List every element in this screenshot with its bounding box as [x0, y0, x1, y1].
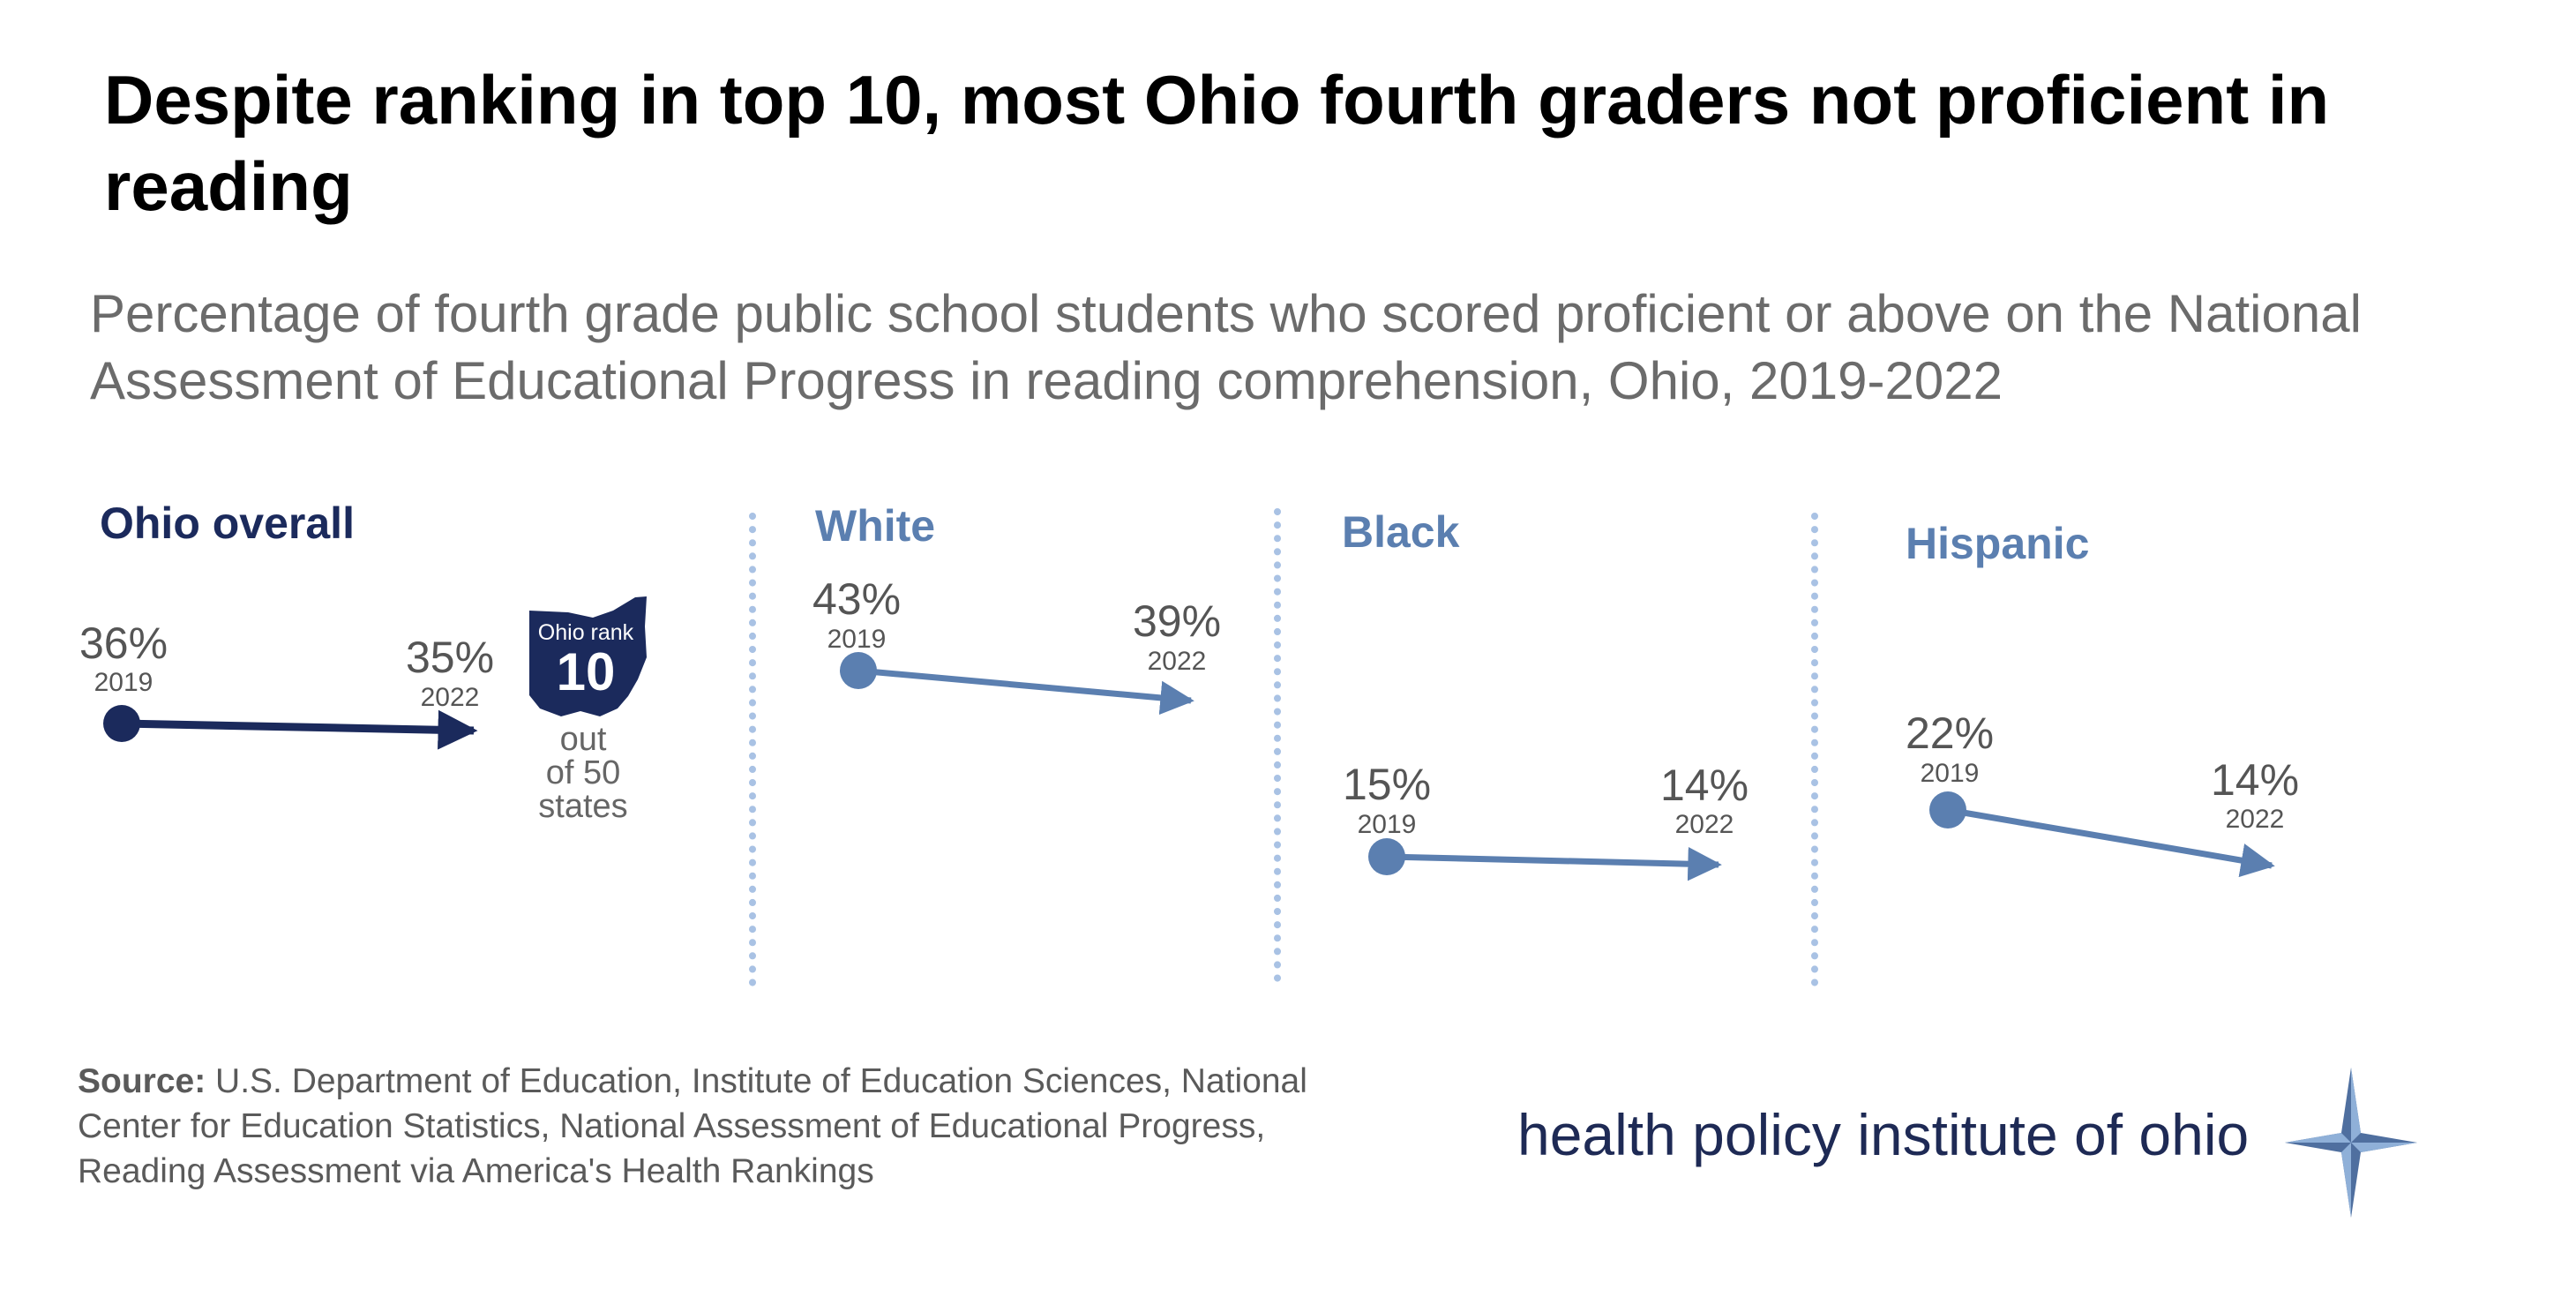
logo-text: health policy institute of ohio — [1517, 1102, 2250, 1167]
value-2019-ohio: 36% — [79, 619, 168, 668]
slope-line-black — [1386, 846, 1722, 881]
value-2019-black: 15% — [1343, 760, 1431, 809]
year-2022-hispanic: 2022 — [2226, 805, 2285, 834]
year-2019-black: 2019 — [1358, 810, 1417, 839]
logo: health policy institute of ohio — [1517, 1068, 2417, 1218]
year-2022-black: 2022 — [1675, 810, 1734, 839]
value-2022-white: 39% — [1133, 596, 1221, 646]
point-2019-ohio — [103, 705, 140, 742]
slope-chart: Ohio overall White Black Hispanic 36% 20… — [79, 499, 2299, 996]
ohio-rank-label: Ohio rank — [538, 620, 634, 645]
panel-title-black: Black — [1342, 507, 1460, 557]
value-2019-hispanic: 22% — [1906, 708, 1994, 758]
value-2019-white: 43% — [812, 574, 901, 624]
value-2022-black: 14% — [1660, 761, 1749, 810]
year-2019-hispanic: 2019 — [1921, 759, 1980, 788]
slope-line-ohio — [121, 709, 478, 750]
ohio-state-shape — [529, 596, 647, 716]
panel-title-ohio: Ohio overall — [100, 499, 355, 548]
compass-star-icon — [2285, 1068, 2417, 1218]
point-2019-black — [1368, 838, 1405, 875]
chart-subtitle: Percentage of fourth grade public school… — [90, 284, 2362, 410]
slope-line-hispanic — [1947, 806, 2275, 878]
slope-line-white — [857, 667, 1194, 716]
point-2019-white — [840, 652, 877, 689]
point-2019-hispanic — [1929, 791, 1966, 828]
source-text: U.S. Department of Education, Institute … — [78, 1062, 1307, 1190]
rank-note-line1: out — [560, 721, 607, 758]
value-2022-hispanic: 14% — [2211, 755, 2299, 805]
year-2022-white: 2022 — [1148, 647, 1207, 676]
year-2019-white: 2019 — [827, 625, 887, 654]
year-2022-ohio: 2022 — [421, 683, 480, 712]
ohio-rank-number: 10 — [557, 642, 616, 701]
rank-note-line2: of 50 — [546, 754, 621, 791]
source-note: Source: U.S. Department of Education, In… — [78, 1059, 1401, 1194]
chart-title: Despite ranking in top 10, most Ohio fou… — [104, 61, 2330, 225]
year-2019-ohio: 2019 — [94, 668, 154, 697]
value-2022-ohio: 35% — [406, 633, 494, 682]
source-label: Source: — [78, 1062, 206, 1100]
panel-title-hispanic: Hispanic — [1906, 519, 2089, 568]
panel-title-white: White — [815, 501, 935, 551]
rank-note-line3: states — [538, 788, 627, 825]
